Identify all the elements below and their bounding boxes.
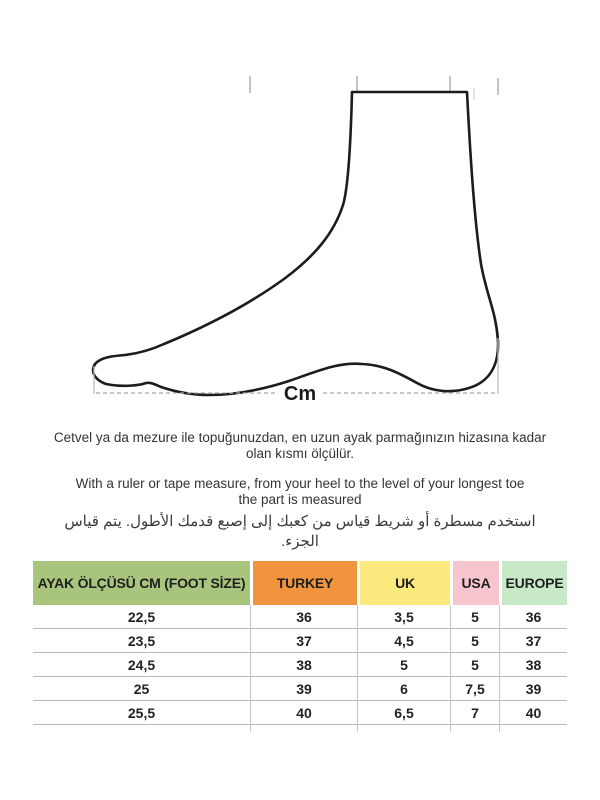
cell-usa: 5 bbox=[450, 653, 499, 677]
cell-uk: 6,5 bbox=[357, 701, 450, 725]
column-header-europe: EUROPE bbox=[499, 561, 567, 605]
cell-usa: 5 bbox=[450, 605, 499, 629]
table-row: 22,5 36 3,5 5 36 bbox=[33, 605, 567, 629]
instruction-arabic: استخدم مسطرة أو شريط قياس من كعبك إلى إص… bbox=[64, 513, 536, 550]
table-header-row: AYAK ÖLÇÜSÜ CM (FOOT SİZE) TURKEY UK USA… bbox=[33, 561, 567, 605]
column-header-usa: USA bbox=[450, 561, 499, 605]
cell-turkey: 38 bbox=[250, 653, 357, 677]
cell-uk: 4,5 bbox=[357, 629, 450, 653]
cell-europe: 37 bbox=[499, 629, 567, 653]
cell-foot-size: 25 bbox=[33, 677, 250, 701]
cell-foot-size: 22,5 bbox=[33, 605, 250, 629]
table-row: 25 39 6 7,5 39 bbox=[33, 677, 567, 701]
cm-unit-label: Cm bbox=[284, 383, 316, 405]
column-header-uk: UK bbox=[357, 561, 450, 605]
column-header-turkey: TURKEY bbox=[250, 561, 357, 605]
cell-usa: 5 bbox=[450, 629, 499, 653]
cell-turkey: 40 bbox=[250, 701, 357, 725]
cell-turkey: 39 bbox=[250, 677, 357, 701]
cell-foot-size: 23,5 bbox=[33, 629, 250, 653]
instruction-turkish: Cetvel ya da mezure ile topuğunuzdan, en… bbox=[53, 430, 547, 461]
cell-uk: 3,5 bbox=[357, 605, 450, 629]
cell-usa: 7,5 bbox=[450, 677, 499, 701]
cell-uk: 6 bbox=[357, 677, 450, 701]
cell-turkey: 36 bbox=[250, 605, 357, 629]
cell-uk: 5 bbox=[357, 653, 450, 677]
cell-europe: 38 bbox=[499, 653, 567, 677]
cell-foot-size: 25,5 bbox=[33, 701, 250, 725]
instruction-english: With a ruler or tape measure, from your … bbox=[75, 476, 525, 507]
table-row: 25,5 40 6,5 7 40 bbox=[33, 701, 567, 725]
size-conversion-table: AYAK ÖLÇÜSÜ CM (FOOT SİZE) TURKEY UK USA… bbox=[33, 561, 567, 732]
cell-europe: 36 bbox=[499, 605, 567, 629]
table-row: 23,5 37 4,5 5 37 bbox=[33, 629, 567, 653]
table-bottom-stub-row bbox=[33, 725, 567, 732]
cell-europe: 39 bbox=[499, 677, 567, 701]
cell-turkey: 37 bbox=[250, 629, 357, 653]
column-header-foot-size: AYAK ÖLÇÜSÜ CM (FOOT SİZE) bbox=[33, 561, 250, 605]
foot-measurement-diagram: Cm bbox=[91, 76, 500, 405]
table-row: 24,5 38 5 5 38 bbox=[33, 653, 567, 677]
cell-europe: 40 bbox=[499, 701, 567, 725]
cell-usa: 7 bbox=[450, 701, 499, 725]
foot-outline bbox=[91, 90, 500, 397]
cell-foot-size: 24,5 bbox=[33, 653, 250, 677]
